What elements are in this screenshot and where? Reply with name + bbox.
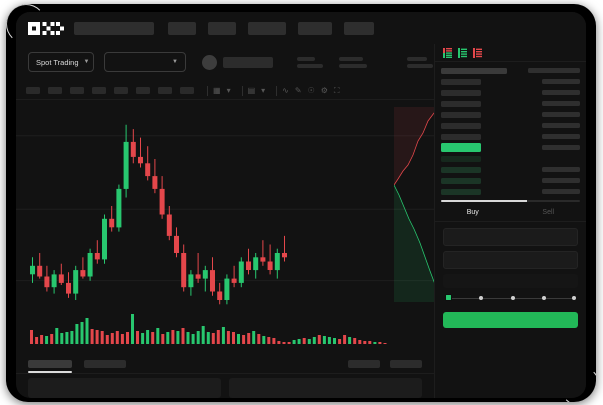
orderbook-trade-column: Buy Sell bbox=[434, 44, 586, 398]
chevron-down-icon: ▼ bbox=[83, 59, 90, 65]
orderbook-ask-row[interactable] bbox=[441, 88, 580, 97]
okx-logo[interactable] bbox=[28, 21, 64, 35]
chart-toolbar: ▦ ▾ ▤ ▾ ∿ ✎ ☉ ⚙ ⛶ bbox=[16, 82, 434, 100]
orderbook-bids-icon[interactable] bbox=[458, 47, 467, 58]
bottom-panel-2[interactable] bbox=[229, 378, 422, 398]
orderbook-asks-icon[interactable] bbox=[473, 47, 482, 58]
orders-tabs bbox=[16, 354, 434, 374]
nav-item-5[interactable] bbox=[344, 21, 374, 35]
candlestick-chart[interactable] bbox=[16, 100, 434, 310]
bottom-panels bbox=[16, 378, 434, 398]
market-stat-2 bbox=[339, 56, 367, 68]
submit-buy-button[interactable] bbox=[443, 312, 578, 328]
timeframe-chip-3[interactable] bbox=[70, 87, 84, 94]
fullscreen-icon[interactable]: ⛶ bbox=[333, 85, 340, 95]
orders-tab-2[interactable] bbox=[84, 359, 126, 368]
timeframe-chip-8[interactable] bbox=[180, 87, 194, 94]
orderbook-view-toggles bbox=[435, 44, 586, 62]
orders-action-2[interactable] bbox=[390, 359, 422, 368]
percent-stop-100[interactable] bbox=[572, 295, 577, 300]
percent-stop-25[interactable] bbox=[479, 295, 484, 300]
indicators-icon[interactable]: ▦ bbox=[213, 85, 221, 95]
orderbook-ask-row[interactable] bbox=[441, 99, 580, 108]
orderbook-ask-row[interactable] bbox=[441, 121, 580, 130]
chart-type-chevron-icon[interactable]: ▾ bbox=[261, 85, 266, 95]
market-stat-3 bbox=[407, 56, 433, 68]
volume-histogram bbox=[16, 306, 434, 352]
percent-stop-75[interactable] bbox=[541, 295, 546, 300]
orderbook-rows bbox=[435, 62, 586, 196]
volume-histogram-svg bbox=[30, 314, 387, 344]
tab-buy[interactable]: Buy bbox=[466, 209, 479, 216]
trading-mode-label: Spot Trading bbox=[36, 57, 79, 67]
bottom-panel-1[interactable] bbox=[28, 378, 221, 398]
top-header bbox=[16, 12, 586, 44]
device-frame: Spot Trading ▼ ▼ bbox=[6, 4, 596, 402]
orderbook-bid-row[interactable] bbox=[441, 187, 580, 196]
timeframe-chip-6[interactable] bbox=[136, 87, 150, 94]
orderbook-last-price-row[interactable] bbox=[441, 143, 580, 152]
coin-avatar-icon bbox=[202, 54, 217, 70]
percent-stop-50[interactable] bbox=[510, 295, 515, 300]
orders-tab-1[interactable] bbox=[28, 359, 72, 373]
indicators-chevron-icon[interactable]: ▾ bbox=[226, 85, 231, 95]
orderbook-bid-row[interactable] bbox=[441, 176, 580, 185]
order-form bbox=[435, 222, 586, 288]
settings-gear-icon[interactable]: ⚙ bbox=[320, 85, 328, 95]
trading-terminal-screen: Spot Trading ▼ ▼ bbox=[16, 12, 586, 398]
order-price-field[interactable] bbox=[443, 228, 578, 246]
tab-sell[interactable]: Sell bbox=[542, 209, 555, 216]
camera-icon[interactable]: ☉ bbox=[307, 85, 315, 95]
timeframe-chip-2[interactable] bbox=[48, 87, 62, 94]
trading-pair-selector[interactable]: ▼ bbox=[104, 52, 186, 72]
percent-slider[interactable] bbox=[445, 293, 577, 305]
header-search-placeholder[interactable] bbox=[74, 21, 154, 35]
orders-action-1[interactable] bbox=[348, 359, 380, 368]
toolbar-divider bbox=[276, 85, 278, 96]
nav-item-3[interactable] bbox=[248, 21, 286, 35]
candlestick-chart-svg bbox=[16, 124, 434, 305]
trading-mode-selector[interactable]: Spot Trading ▼ bbox=[28, 52, 94, 72]
orderbook-header-row bbox=[441, 66, 580, 75]
pencil-icon[interactable]: ✎ bbox=[294, 85, 302, 95]
timeframe-chip-5[interactable] bbox=[114, 87, 128, 94]
nav-item-4[interactable] bbox=[298, 21, 332, 35]
trendline-icon[interactable]: ∿ bbox=[282, 85, 289, 95]
orderbook-ask-row[interactable] bbox=[441, 132, 580, 141]
toolbar-divider bbox=[207, 85, 208, 96]
chart-gridlines bbox=[16, 135, 434, 282]
orderbook-ask-row[interactable] bbox=[441, 110, 580, 119]
orderbook-bid-row[interactable] bbox=[441, 154, 580, 163]
timeframe-chip-4[interactable] bbox=[92, 87, 106, 94]
chart-candles bbox=[30, 124, 287, 305]
timeframe-chip-1[interactable] bbox=[26, 87, 40, 94]
toolbar-divider bbox=[241, 85, 243, 96]
percent-slider-handle[interactable] bbox=[445, 294, 452, 301]
market-stat-1 bbox=[297, 56, 323, 68]
nav-item-1[interactable] bbox=[168, 21, 196, 35]
pair-price-placeholder bbox=[223, 56, 273, 68]
nav-item-2[interactable] bbox=[208, 21, 236, 35]
order-total-field[interactable] bbox=[443, 274, 578, 288]
orderbook-ask-row[interactable] bbox=[441, 77, 580, 86]
orderbook-depth-progress bbox=[441, 200, 580, 202]
order-amount-field[interactable] bbox=[443, 251, 578, 269]
buy-sell-tabs: Buy Sell bbox=[435, 206, 586, 222]
orderbook-bid-row[interactable] bbox=[441, 165, 580, 174]
orderbook-both-icon[interactable] bbox=[443, 47, 452, 58]
timeframe-chip-7[interactable] bbox=[158, 87, 172, 94]
chart-type-icon[interactable]: ▤ bbox=[247, 85, 256, 95]
chevron-down-icon: ▼ bbox=[172, 59, 178, 65]
